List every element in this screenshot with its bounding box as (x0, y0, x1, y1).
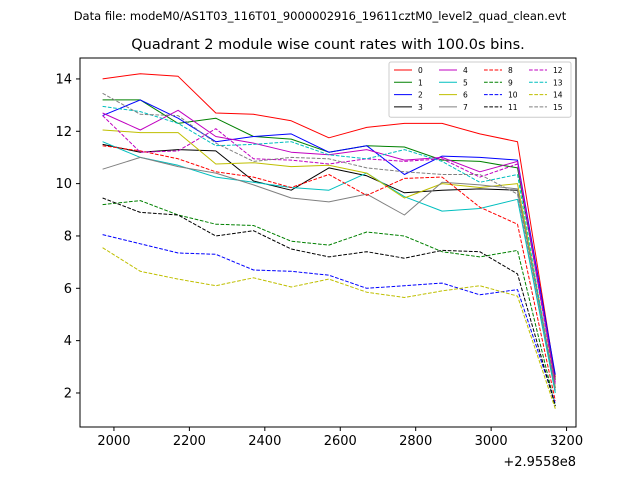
legend-label-15: 15 (553, 103, 563, 112)
series-line-7 (102, 156, 556, 391)
y-tick-label: 10 (55, 177, 72, 192)
x-tick-label: 2800 (399, 434, 432, 449)
x-tick-label: 2000 (97, 434, 130, 449)
legend-label-8: 8 (508, 66, 513, 75)
x-offset-label: +2.9558e8 (503, 455, 576, 470)
legend-label-2: 2 (418, 91, 423, 100)
chart-title: Quadrant 2 module wise count rates with … (131, 37, 525, 53)
figure-suptitle: Data file: modeM0/AS1T03_116T01_90000029… (74, 9, 567, 23)
legend-label-9: 9 (508, 78, 513, 87)
legend-label-12: 12 (553, 66, 563, 75)
legend-label-4: 4 (463, 66, 468, 75)
legend-label-0: 0 (418, 66, 423, 75)
x-tick-label: 3200 (550, 434, 583, 449)
y-tick-label: 2 (64, 386, 72, 401)
legend-label-11: 11 (508, 103, 518, 112)
legend-label-1: 1 (418, 78, 423, 87)
series-line-8 (102, 145, 556, 401)
x-tick-label: 2400 (248, 434, 281, 449)
x-tick-label: 2600 (324, 434, 357, 449)
x-tick-label: 3000 (475, 434, 508, 449)
plot-area: 2000 2200 2400 2600 2800 3000 3200 2468101214 … (55, 57, 583, 449)
legend-label-10: 10 (508, 91, 518, 100)
legend-label-5: 5 (463, 78, 468, 87)
series-line-9 (102, 200, 556, 407)
legend-box (388, 61, 572, 118)
series-line-13 (102, 105, 556, 394)
series-line-6 (102, 129, 556, 388)
series-line-1 (102, 99, 556, 380)
legend-label-7: 7 (463, 103, 468, 112)
y-tick-label: 6 (64, 282, 72, 297)
series-line-0 (102, 73, 556, 378)
series-line-11 (102, 197, 556, 407)
axes-frame (79, 57, 577, 428)
legend-label-6: 6 (463, 91, 468, 100)
series-line-14 (102, 247, 556, 409)
legend-label-13: 13 (553, 78, 563, 87)
x-axis: 2000 2200 2400 2600 2800 3000 3200 (97, 427, 583, 449)
legend-label-14: 14 (553, 91, 563, 100)
series-line-2 (102, 99, 556, 375)
y-tick-label: 8 (64, 229, 72, 244)
x-tick-label: 2200 (173, 434, 206, 449)
series-line-15 (102, 92, 556, 388)
series-line-3 (102, 143, 556, 388)
y-tick-label: 12 (55, 125, 72, 140)
y-tick-label: 14 (55, 72, 72, 87)
series-line-10 (102, 234, 556, 404)
legend-label-3: 3 (418, 103, 423, 112)
y-tick-label: 4 (64, 334, 72, 349)
y-axis: 2 4 6 8 10 12 14 (55, 72, 80, 401)
series-line-12 (102, 115, 556, 386)
series-layer (102, 73, 556, 409)
series-line-5 (102, 141, 556, 394)
